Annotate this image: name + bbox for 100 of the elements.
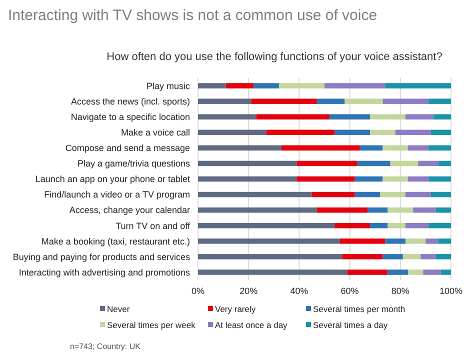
bar <box>312 192 355 198</box>
bar <box>428 176 451 182</box>
bar <box>198 238 340 244</box>
bar <box>430 192 451 198</box>
y-tick-label: Buying and paying for products and services <box>12 252 190 262</box>
bar <box>198 176 297 182</box>
bar <box>347 270 388 275</box>
chart-subtitle: How often do you use the following functions of your voice assistant? <box>106 51 442 63</box>
bar <box>413 207 436 213</box>
bar <box>433 114 451 120</box>
bar <box>428 98 451 104</box>
bar <box>266 130 335 136</box>
bar <box>198 254 342 260</box>
bar <box>357 160 390 166</box>
legend-label: Never <box>107 304 130 314</box>
y-tick-label: Make a booking (taxi, restaurant etc.) <box>41 236 190 246</box>
bar <box>405 222 428 228</box>
bar <box>382 254 403 260</box>
bar <box>428 222 451 228</box>
bar <box>436 207 451 213</box>
legend-label: At least once a day <box>215 320 288 330</box>
bar <box>388 270 408 275</box>
bar <box>385 83 451 88</box>
bar <box>198 114 256 120</box>
bar <box>436 254 451 260</box>
bar <box>324 83 386 88</box>
legend-label: Several times per month <box>313 304 406 314</box>
bar <box>368 207 388 213</box>
bar <box>198 270 348 275</box>
bar <box>405 114 434 120</box>
y-tick-label: Turn TV on and off <box>116 220 190 231</box>
chart-title: Interacting with TV shows is not a common use of voice <box>8 7 378 24</box>
x-tick-label: 20% <box>240 286 258 296</box>
bar <box>256 114 330 120</box>
bar <box>334 222 370 228</box>
y-tick-label: Access, change your calendar <box>69 205 190 216</box>
y-tick-label: Play a game/trivia questions <box>77 158 190 169</box>
bar <box>281 145 360 151</box>
y-tick-label: Access the news (incl. sports) <box>70 96 190 106</box>
bar <box>388 207 414 213</box>
bar <box>254 83 279 88</box>
bar <box>382 145 408 151</box>
legend-label: Several times per week <box>107 320 196 330</box>
bar <box>430 130 451 136</box>
bar <box>354 176 383 182</box>
bar <box>354 192 380 198</box>
text: n=743; Country: UK <box>70 342 142 351</box>
bar <box>316 98 345 104</box>
bar <box>390 160 418 166</box>
y-tick-label: Play music <box>146 80 190 91</box>
bar <box>418 160 438 166</box>
bar <box>198 83 226 88</box>
bar <box>370 222 388 228</box>
bar <box>198 160 297 166</box>
bar <box>198 130 266 136</box>
bar <box>380 192 406 198</box>
bar <box>198 192 312 198</box>
y-tick-label: Compose and send a message <box>65 143 190 154</box>
bar <box>382 176 408 182</box>
bar <box>385 238 406 244</box>
bar <box>198 145 282 151</box>
bar <box>388 222 406 228</box>
bar <box>408 145 428 151</box>
legend-label: Very rarely <box>215 304 256 314</box>
x-tick-label: 100% <box>439 286 463 296</box>
legend-label: Several times a day <box>313 320 388 330</box>
x-tick-label: 80% <box>391 286 410 296</box>
bar <box>342 254 383 260</box>
bar <box>408 270 424 275</box>
bar <box>440 270 451 275</box>
y-tick-label: Find/launch a video or a TV program <box>44 190 190 200</box>
bar <box>334 130 370 136</box>
bar <box>330 114 370 120</box>
bar <box>360 145 383 151</box>
bar <box>405 238 426 244</box>
bar <box>340 238 386 244</box>
bar <box>370 130 396 136</box>
y-tick-label: Interacting with advertising and promotions <box>18 267 190 278</box>
x-tick-label: 60% <box>340 286 359 296</box>
bar <box>251 98 317 104</box>
bar <box>426 238 438 244</box>
x-tick-label: 40% <box>290 286 308 296</box>
bar <box>198 207 317 213</box>
bar <box>395 130 431 136</box>
y-tick-label: Navigate to a specific location <box>70 112 190 122</box>
bar <box>408 176 428 182</box>
bar <box>296 176 355 182</box>
x-tick-label: 0% <box>191 286 205 296</box>
bar <box>278 83 324 88</box>
bar <box>198 98 252 104</box>
bar <box>344 98 383 104</box>
bar <box>198 222 335 228</box>
bar <box>420 254 436 260</box>
bar <box>405 192 431 198</box>
bar <box>402 254 421 260</box>
bar <box>370 114 406 120</box>
bar <box>438 238 451 244</box>
bar <box>226 83 254 88</box>
bar <box>296 160 358 166</box>
bar <box>316 207 368 213</box>
